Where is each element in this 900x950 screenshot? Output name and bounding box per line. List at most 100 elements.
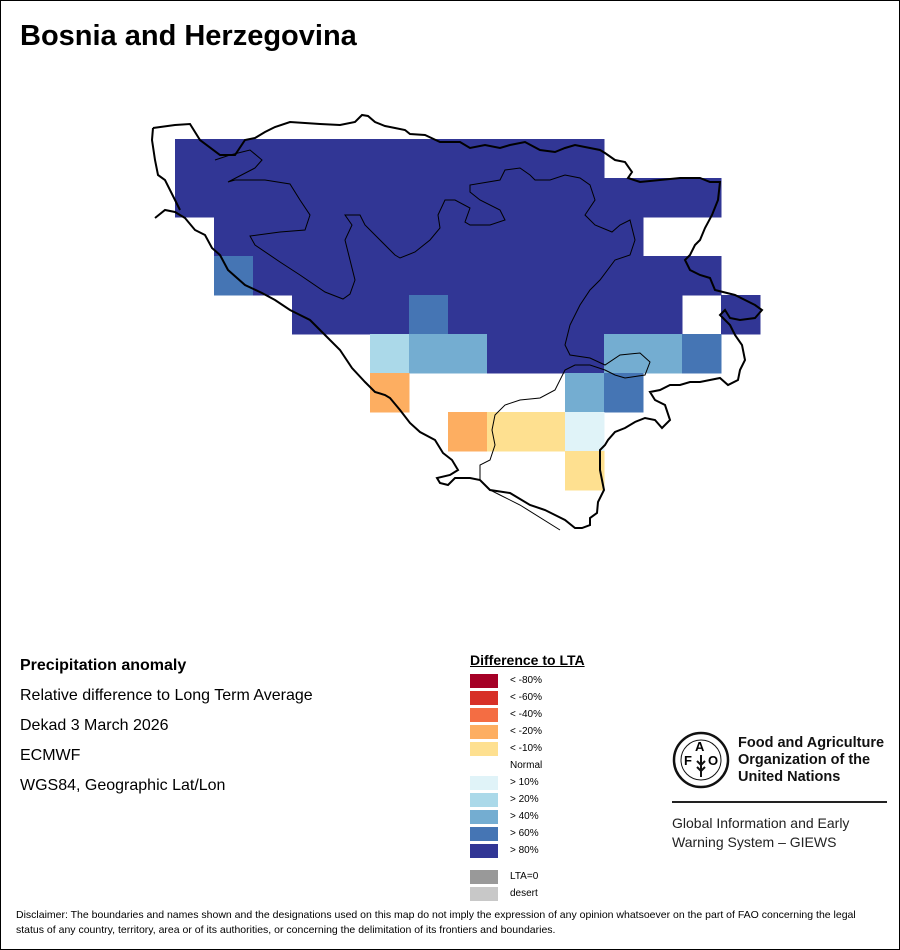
anomaly-cell (409, 295, 449, 335)
legend-label: < -60% (510, 692, 542, 703)
legend-label: > 60% (510, 828, 539, 839)
legend: Difference to LTA < -80% < -60% < -40% < -2… (470, 652, 585, 902)
legend-label: < -20% (510, 726, 542, 737)
anomaly-cell (214, 178, 254, 218)
legend-swatch (470, 792, 498, 807)
anomaly-cell (565, 256, 605, 296)
anomaly-cell (682, 178, 722, 218)
legend-label: LTA=0 (510, 871, 539, 882)
anomaly-cell (370, 139, 410, 179)
divider (672, 801, 887, 803)
inner-entity-boundary (214, 149, 651, 531)
legend-item: Normal (470, 757, 585, 774)
anomaly-cell (526, 178, 566, 218)
anomaly-cell (526, 256, 566, 296)
anomaly-cell (526, 217, 566, 257)
info-heading: Precipitation anomaly (20, 657, 187, 674)
info-source: ECMWF (20, 747, 81, 764)
anomaly-cell (565, 139, 605, 179)
legend-swatch (470, 869, 498, 884)
map-info: Precipitation anomaly Relative differenc… (20, 657, 313, 807)
anomaly-cell (604, 256, 644, 296)
legend-item: desert (470, 885, 585, 902)
legend-label: desert (510, 888, 538, 899)
anomaly-cell (526, 412, 566, 452)
legend-item: < -10% (470, 740, 585, 757)
anomaly-cell (409, 139, 449, 179)
anomaly-cell (331, 178, 371, 218)
legend-item: > 10% (470, 774, 585, 791)
giews-name: Global Information and Early Warning Sys… (672, 815, 850, 850)
anomaly-cell (253, 178, 293, 218)
anomaly-cell (409, 178, 449, 218)
anomaly-cell (292, 178, 332, 218)
svg-text:F: F (684, 753, 692, 768)
legend-swatch (470, 758, 498, 773)
anomaly-cell (487, 334, 527, 374)
fao-logo-icon: F A O (672, 731, 730, 789)
anomaly-cell (448, 295, 488, 335)
anomaly-cell (448, 412, 488, 452)
anomaly-cell (487, 256, 527, 296)
page-title: Bosnia and Herzegovina (20, 20, 357, 52)
legend-item: < -80% (470, 672, 585, 689)
anomaly-cell (292, 217, 332, 257)
legend-label: < -10% (510, 743, 542, 754)
anomaly-cell (487, 178, 527, 218)
anomaly-grid (175, 139, 761, 491)
anomaly-cell (370, 256, 410, 296)
anomaly-cell (604, 295, 644, 335)
legend-swatch (470, 673, 498, 688)
disclaimer: Disclaimer: The boundaries and names sho… (16, 909, 856, 936)
legend-item: > 40% (470, 808, 585, 825)
anomaly-cell (370, 217, 410, 257)
anomaly-cell (214, 217, 254, 257)
anomaly-cell (643, 334, 683, 374)
anomaly-cell (370, 334, 410, 374)
country-border-north (150, 127, 181, 211)
legend-label: < -80% (510, 675, 542, 686)
legend-item: > 60% (470, 825, 585, 842)
legend-item: < -40% (470, 706, 585, 723)
anomaly-cell (565, 295, 605, 335)
legend-swatch (470, 690, 498, 705)
legend-label: < -40% (510, 709, 542, 720)
svg-text:A: A (695, 739, 705, 754)
fao-branding: F A O Food and Agriculture Organization … (672, 731, 887, 850)
country-border (152, 113, 764, 529)
anomaly-cell (175, 139, 215, 179)
info-projection: WGS84, Geographic Lat/Lon (20, 777, 226, 794)
legend-swatch (470, 886, 498, 901)
legend-swatch (470, 741, 498, 756)
anomaly-cell (409, 217, 449, 257)
legend-label: > 80% (510, 845, 539, 856)
anomaly-cell (175, 178, 215, 218)
anomaly-cell (448, 217, 488, 257)
info-subtitle: Relative difference to Long Term Average (20, 687, 313, 704)
anomaly-map (150, 113, 764, 531)
legend-title: Difference to LTA (470, 652, 585, 668)
anomaly-cell (643, 178, 683, 218)
legend-swatch (470, 843, 498, 858)
anomaly-cell (331, 139, 371, 179)
legend-item: > 80% (470, 842, 585, 859)
anomaly-cell (448, 178, 488, 218)
anomaly-cell (643, 295, 683, 335)
anomaly-cell (487, 217, 527, 257)
legend-label: > 40% (510, 811, 539, 822)
anomaly-cell (604, 334, 644, 374)
legend-label: > 10% (510, 777, 539, 788)
anomaly-cell (487, 139, 527, 179)
info-period: Dekad 3 March 2026 (20, 717, 169, 734)
legend-swatch (470, 809, 498, 824)
anomaly-cell (526, 334, 566, 374)
anomaly-cell (487, 295, 527, 335)
anomaly-cell (370, 295, 410, 335)
legend-item: LTA=0 (470, 868, 585, 885)
anomaly-cell (292, 139, 332, 179)
anomaly-cell (370, 178, 410, 218)
legend-item: < -20% (470, 723, 585, 740)
legend-label: > 20% (510, 794, 539, 805)
anomaly-cell (409, 334, 449, 374)
legend-swatch (470, 775, 498, 790)
